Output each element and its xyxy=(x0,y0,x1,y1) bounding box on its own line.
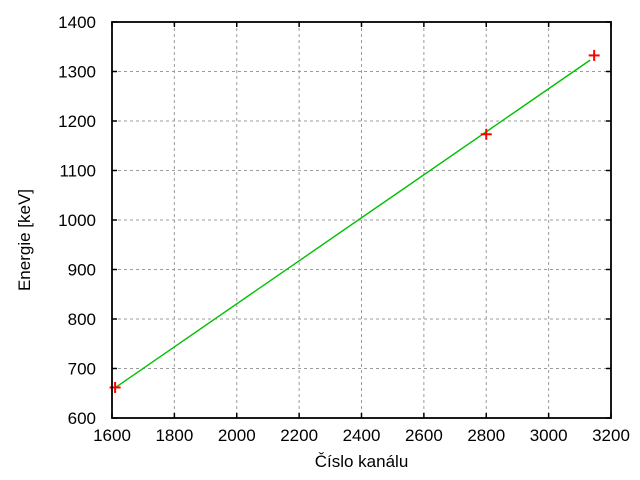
y-axis-label: Energie [keV] xyxy=(15,188,34,292)
x-tick-label: 2200 xyxy=(280,426,318,445)
y-tick-label: 1300 xyxy=(58,63,96,82)
x-tick-label: 1600 xyxy=(93,426,131,445)
x-tick-label: 2000 xyxy=(218,426,256,445)
y-tick-label: 600 xyxy=(68,409,96,428)
y-tick-label: 1000 xyxy=(58,211,96,230)
y-tick-label: 1100 xyxy=(59,162,96,181)
x-tick-label: 3200 xyxy=(592,426,630,445)
y-tick-label: 700 xyxy=(68,360,96,379)
x-tick-label: 1800 xyxy=(155,426,193,445)
x-tick-label: 3000 xyxy=(530,426,568,445)
y-tick-label: 800 xyxy=(68,310,96,329)
x-tick-label: 2400 xyxy=(343,426,381,445)
y-tick-label: 1200 xyxy=(58,112,96,131)
linear-fit-line xyxy=(115,59,591,388)
x-tick-label: 2800 xyxy=(467,426,505,445)
y-tick-label: 1400 xyxy=(58,13,96,32)
x-tick-label: 2600 xyxy=(405,426,443,445)
y-tick-label: 900 xyxy=(68,261,96,280)
x-axis-label: Číslo kanálu xyxy=(314,452,409,471)
